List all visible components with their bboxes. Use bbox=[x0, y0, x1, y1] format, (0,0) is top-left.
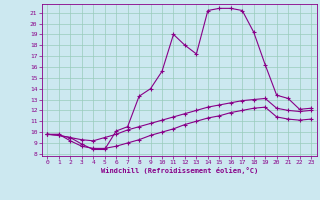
X-axis label: Windchill (Refroidissement éolien,°C): Windchill (Refroidissement éolien,°C) bbox=[100, 167, 258, 174]
